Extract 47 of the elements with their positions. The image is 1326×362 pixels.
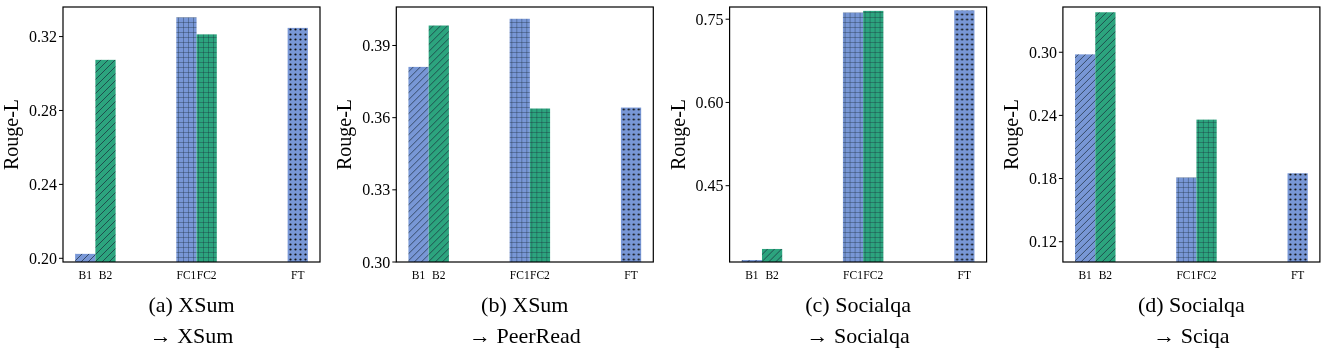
text: → Sciqa [1153, 323, 1230, 348]
x-tick-label: FC1 [509, 269, 530, 281]
y-tick-label: 0.30 [1028, 43, 1057, 61]
y-tick-label: 0.30 [362, 253, 391, 271]
x-tick-label: B2 [98, 269, 113, 281]
x-tick-label: B1 [78, 269, 93, 281]
x-tick-label: FT [957, 269, 972, 281]
x-tick-label: B2 [765, 269, 780, 281]
x-tick-label: FC1 [843, 269, 864, 281]
y-tick-label: 0.36 [362, 109, 391, 127]
y-tick-label: 0.75 [695, 10, 724, 28]
y-axis-title: Rouge-L [666, 98, 690, 171]
x-tick-label: FC1 [1176, 269, 1197, 281]
y-axis-title: Rouge-L [333, 98, 357, 171]
x-tick-label: FC2 [196, 269, 217, 281]
text: (c) Socialqa [805, 292, 912, 317]
y-tick-label: 0.39 [362, 37, 391, 55]
y-tick-label: 0.60 [695, 94, 724, 112]
text: → PeerRead [468, 323, 581, 348]
text: → XSum [149, 323, 234, 348]
y-tick-label: 0.24 [1028, 107, 1057, 124]
x-tick-label: FC1 [176, 269, 197, 281]
y-tick-label: 0.18 [1028, 170, 1057, 188]
text: → Socialqa [806, 323, 910, 348]
y-tick-label: 0.12 [1028, 233, 1057, 251]
y-axis-title: Rouge-L [0, 98, 23, 171]
x-tick-label: B2 [1098, 269, 1113, 281]
text: (a) XSum [148, 292, 235, 317]
x-tick-label: B1 [1078, 269, 1093, 281]
x-tick-label: FC2 [1196, 269, 1217, 281]
y-tick-label: 0.45 [695, 177, 724, 195]
text: (b) XSum [481, 292, 569, 317]
x-tick-label: FC2 [530, 269, 551, 281]
x-tick-label: FT [624, 269, 638, 281]
x-tick-label: FC2 [863, 269, 884, 281]
x-tick-label: B1 [745, 269, 759, 281]
y-tick-label: 0.24 [29, 175, 57, 193]
y-tick-label: 0.32 [29, 28, 57, 46]
x-tick-label: FT [291, 269, 305, 281]
y-tick-label: 0.20 [29, 249, 57, 267]
y-tick-label: 0.33 [362, 181, 391, 199]
text: (d) Socialqa [1137, 292, 1246, 317]
y-tick-label: 0.28 [29, 102, 57, 120]
y-axis-title: Rouge-L [999, 98, 1023, 171]
x-tick-label: FT [1290, 269, 1305, 281]
x-tick-label: B1 [411, 269, 426, 281]
x-tick-label: B2 [432, 269, 446, 281]
